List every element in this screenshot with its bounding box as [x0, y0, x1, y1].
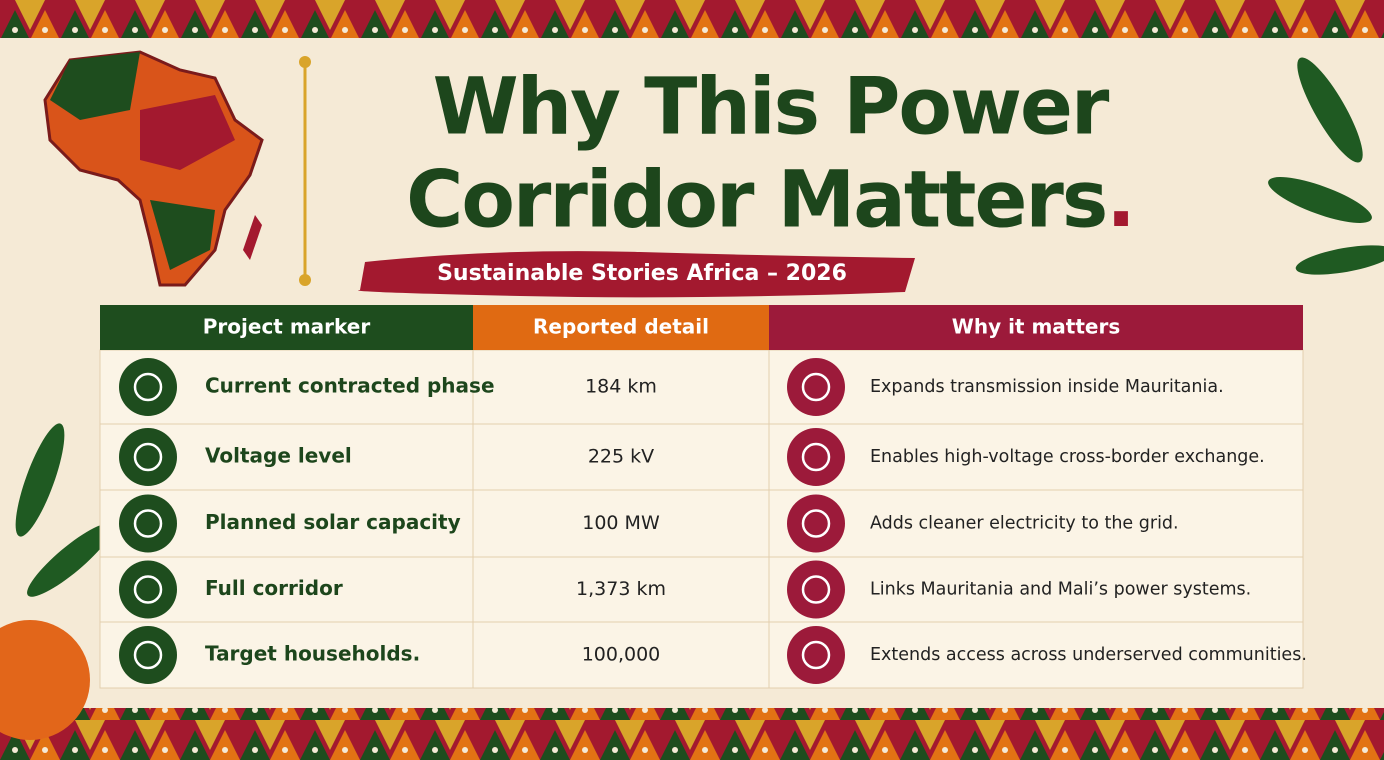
divider-dot [299, 274, 311, 286]
marker-icon [119, 560, 177, 619]
why-text: Extends access across underserved commun… [870, 645, 1307, 665]
title-line: Corridor Matters. [406, 155, 1134, 245]
marker-icon [119, 626, 177, 684]
divider-dot [299, 56, 311, 68]
why-icon [787, 358, 845, 416]
detail-text: 100,000 [582, 644, 661, 666]
header-text: Reported detail [533, 315, 709, 339]
detail-text: 184 km [585, 376, 657, 398]
title-line: Why This Power [433, 62, 1110, 152]
marker-text: Target households. [205, 642, 420, 666]
why-text: Adds cleaner electricity to the grid. [870, 514, 1179, 534]
header-cell [473, 305, 769, 350]
header-cell [100, 305, 473, 350]
marker-text: Voltage level [205, 444, 352, 468]
bottom-border [0, 708, 1384, 760]
icon-glyph [133, 442, 163, 472]
top-border [0, 0, 1384, 38]
icon-glyph [801, 442, 831, 472]
why-text: Links Mauritania and Mali’s power system… [870, 580, 1251, 600]
marker-icon [119, 428, 177, 486]
icon-glyph [801, 509, 831, 538]
marker-text: Current contracted phase [205, 374, 495, 398]
detail-text: 100 MW [582, 512, 660, 534]
why-text: Expands transmission inside Mauritania. [870, 377, 1224, 397]
detail-text: 225 kV [588, 446, 654, 468]
why-text: Enables high-voltage cross-border exchan… [870, 447, 1265, 467]
why-icon [787, 428, 845, 486]
icon-glyph [801, 575, 831, 604]
detail-text: 1,373 km [576, 578, 666, 600]
header-text: Project marker [203, 315, 371, 339]
leaves [15, 57, 1384, 597]
subtitle: Sustainable Stories Africa – 2026 [437, 261, 847, 286]
icon-glyph [133, 372, 163, 402]
why-icon [787, 560, 845, 619]
brush-stroke [358, 251, 915, 298]
icon-glyph [133, 575, 163, 604]
marker-text: Planned solar capacity [205, 510, 461, 534]
header-cell [769, 305, 1303, 350]
marker-text: Full corridor [205, 576, 343, 600]
marker-icon [119, 358, 177, 416]
icon-glyph [133, 640, 163, 670]
africa-map [43, 50, 264, 287]
icon-glyph [133, 509, 163, 538]
why-icon [787, 494, 845, 553]
table: Project marker Reported detail Why it matt… [99, 305, 1307, 689]
sun [0, 620, 90, 740]
icon-glyph [801, 640, 831, 670]
why-icon [787, 626, 845, 684]
icon-glyph [801, 372, 831, 402]
marker-icon [119, 494, 177, 553]
header-text: Why it matters [952, 315, 1120, 339]
table-body [99, 349, 1304, 689]
